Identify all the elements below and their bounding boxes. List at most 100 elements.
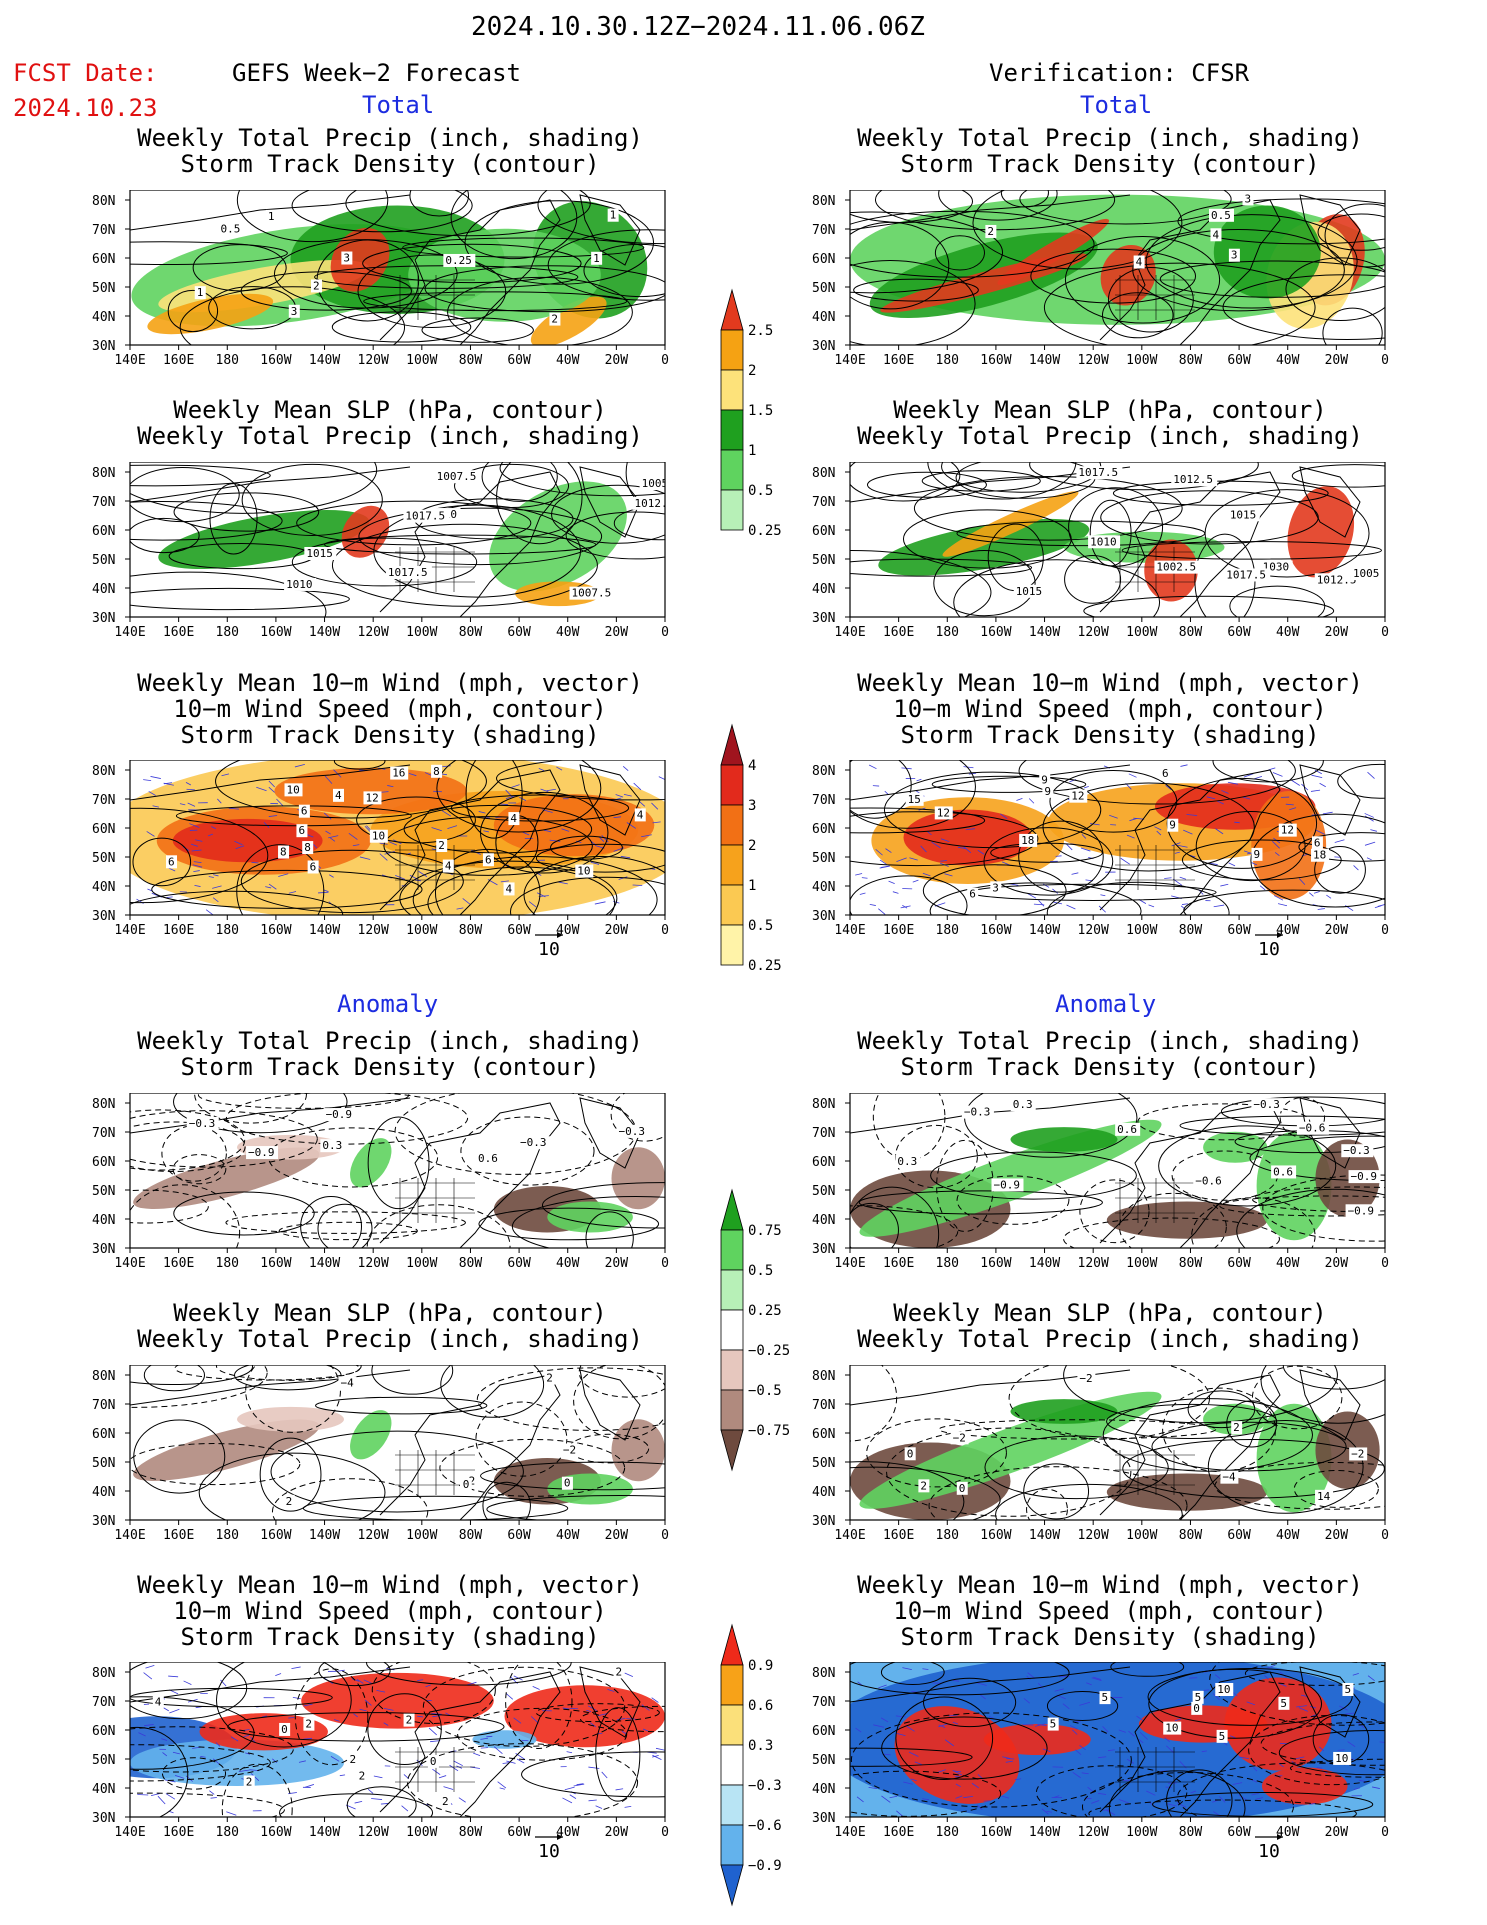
contour-label: 6 xyxy=(969,888,976,901)
lat-tick-label: 40N xyxy=(92,1782,115,1797)
lat-tick-label: 60N xyxy=(812,1724,835,1739)
lon-tick-label: 180 xyxy=(216,353,239,368)
lon-tick-label: 140W xyxy=(1029,1256,1060,1271)
contour-label: 8 xyxy=(280,846,287,859)
lon-tick-label: 140E xyxy=(834,1825,865,1840)
lon-tick-label: 120W xyxy=(358,353,389,368)
contour-label: −0.9 xyxy=(248,1146,275,1159)
contour-label: 3 xyxy=(1231,249,1238,262)
lon-tick-label: 20W xyxy=(1325,923,1349,938)
lat-tick-label: 30N xyxy=(812,1811,835,1826)
contour-label: 6 xyxy=(168,855,175,868)
lon-tick-label: 0 xyxy=(1381,1256,1389,1271)
colorbar-tick-label: 0.25 xyxy=(748,523,782,539)
lon-tick-label: 0 xyxy=(1381,625,1389,640)
lat-tick-label: 30N xyxy=(92,611,115,626)
lon-tick-label: 160E xyxy=(883,1825,914,1840)
lat-tick-label: 60N xyxy=(92,1427,115,1442)
lon-tick-label: 180 xyxy=(216,1825,239,1840)
lat-tick-label: 80N xyxy=(812,194,835,209)
contour-label: 0 xyxy=(1193,1702,1200,1715)
contour-label: 3 xyxy=(343,252,350,265)
lon-tick-label: 20W xyxy=(605,1825,629,1840)
lon-tick-label: 140W xyxy=(309,1825,340,1840)
contour-label: 1017.5 xyxy=(1226,568,1266,581)
cfsr-total-wind-map: 1296618151891239126980N70N60N50N40N30N14… xyxy=(812,760,1389,960)
lon-tick-label: 0 xyxy=(1381,1528,1389,1543)
contour-label: 1017.5 xyxy=(405,510,445,523)
lon-tick-label: 140W xyxy=(1029,353,1060,368)
lon-tick-label: 100W xyxy=(1126,1528,1157,1543)
lon-tick-label: 60W xyxy=(507,1825,531,1840)
contour-label: 1 xyxy=(610,209,617,222)
lat-tick-label: 70N xyxy=(92,1695,115,1710)
lat-tick-label: 80N xyxy=(812,1666,835,1681)
contour-label: 1002.5 xyxy=(1156,561,1196,574)
contour-label: 0.3 xyxy=(1013,1098,1033,1111)
lat-tick-label: 70N xyxy=(812,793,835,808)
contour-label: 10 xyxy=(1165,1722,1178,1735)
lat-tick-label: 80N xyxy=(92,1369,115,1384)
contour-label: 1005 xyxy=(642,477,669,490)
lat-tick-label: 70N xyxy=(812,223,835,238)
lon-tick-label: 160W xyxy=(260,625,291,640)
contour-label: 10 xyxy=(1335,1752,1348,1765)
lon-tick-label: 60W xyxy=(1227,923,1251,938)
contour-label: 9 xyxy=(1041,773,1048,786)
contour-label: 1 xyxy=(197,286,204,299)
contour-label: 6 xyxy=(1162,767,1169,780)
lon-tick-label: 40W xyxy=(556,625,580,640)
lon-tick-label: 160W xyxy=(980,1825,1011,1840)
colorbar-tick-label: −0.75 xyxy=(748,1423,790,1439)
colorbar-tick-label: −0.5 xyxy=(748,1383,782,1399)
lat-tick-label: 80N xyxy=(812,1369,835,1384)
lat-tick-label: 40N xyxy=(92,582,115,597)
lon-tick-label: 40W xyxy=(1276,923,1300,938)
contour-label: 6 xyxy=(485,853,492,866)
contour-label: 10 xyxy=(1217,1683,1230,1696)
lon-tick-label: 60W xyxy=(507,353,531,368)
contour-label: 8 xyxy=(433,765,440,778)
panel-title: Weekly Total Precip (inch, shading) Stor… xyxy=(857,124,1363,178)
lon-tick-label: 120W xyxy=(358,1528,389,1543)
lon-tick-label: 140E xyxy=(114,923,145,938)
panel-title: Weekly Mean 10−m Wind (mph, vector) 10−m… xyxy=(137,669,643,749)
vector-reference-label: 10 xyxy=(538,1841,560,1862)
contour-label: 10 xyxy=(372,830,385,843)
colorbar-tick-label: 0.6 xyxy=(748,1698,773,1714)
lon-tick-label: 60W xyxy=(1227,1256,1251,1271)
lon-tick-label: 180 xyxy=(216,1256,239,1271)
lat-tick-label: 60N xyxy=(92,822,115,837)
contour-label: 4 xyxy=(1136,256,1143,269)
lat-tick-label: 50N xyxy=(812,553,835,568)
panel-title: Weekly Mean 10−m Wind (mph, vector) 10−m… xyxy=(137,1571,643,1651)
lon-tick-label: 160E xyxy=(163,923,194,938)
colorbar-tick-label: 1.5 xyxy=(748,403,773,419)
fcst-date-value: 2024.10.23 xyxy=(13,94,158,122)
lat-tick-label: 70N xyxy=(812,1398,835,1413)
lon-tick-label: 180 xyxy=(936,1256,959,1271)
lon-tick-label: 40W xyxy=(556,1528,580,1543)
contour-label: 5 xyxy=(1219,1730,1226,1743)
contour-label: 4 xyxy=(510,812,517,825)
lon-tick-label: 120W xyxy=(1078,625,1109,640)
lon-tick-label: 40W xyxy=(556,1825,580,1840)
lon-tick-label: 20W xyxy=(605,923,629,938)
lon-tick-label: 140W xyxy=(1029,1528,1060,1543)
lon-tick-label: 120W xyxy=(358,625,389,640)
track-total-colorbar: 4 3 2 1 0.5 0.25 xyxy=(720,723,782,974)
contour-label: 3 xyxy=(992,881,999,894)
contour-label: 2 xyxy=(551,313,558,326)
lat-tick-label: 60N xyxy=(92,1155,115,1170)
colorbar-tick-label: −0.25 xyxy=(748,1343,790,1359)
lon-tick-label: 40W xyxy=(556,353,580,368)
contour-label: 9 xyxy=(1044,785,1051,798)
lon-tick-label: 180 xyxy=(216,1528,239,1543)
lon-tick-label: 60W xyxy=(1227,1528,1251,1543)
lon-tick-label: 180 xyxy=(936,1825,959,1840)
lon-tick-label: 120W xyxy=(1078,1256,1109,1271)
lat-tick-label: 30N xyxy=(92,1811,115,1826)
lon-tick-label: 140W xyxy=(309,1528,340,1543)
lon-tick-label: 160E xyxy=(163,1825,194,1840)
